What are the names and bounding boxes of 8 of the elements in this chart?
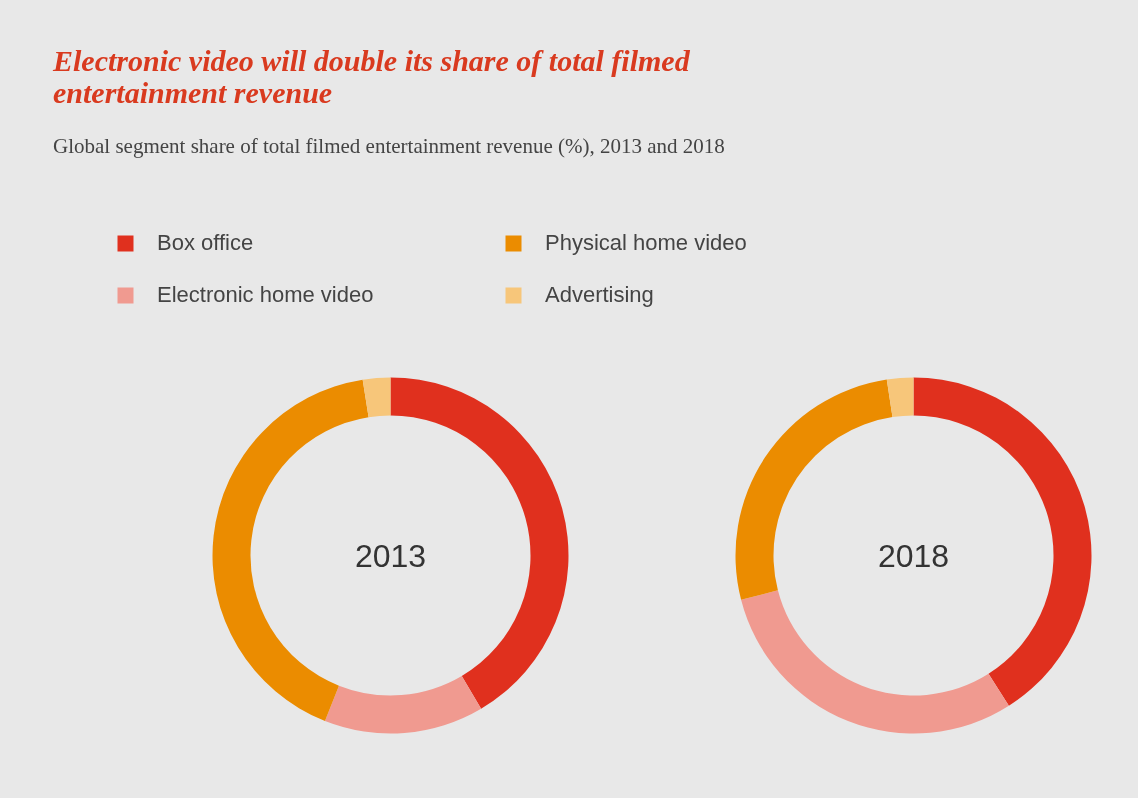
chart-subtitle: Global segment share of total filmed entertainment revenue (%), 2013 and 2018 [53,133,726,160]
legend-label: Electronic home video [157,282,375,308]
legend-label: Box office [157,230,255,256]
chart-title: Electronic video will double its share of total filmed entertainment revenue [53,44,691,109]
slice-label: 2013 [354,537,427,574]
slice-label: 2018 [877,537,950,574]
legend-label: Advertising [545,282,655,308]
legend-label: Physical home video [545,230,748,256]
